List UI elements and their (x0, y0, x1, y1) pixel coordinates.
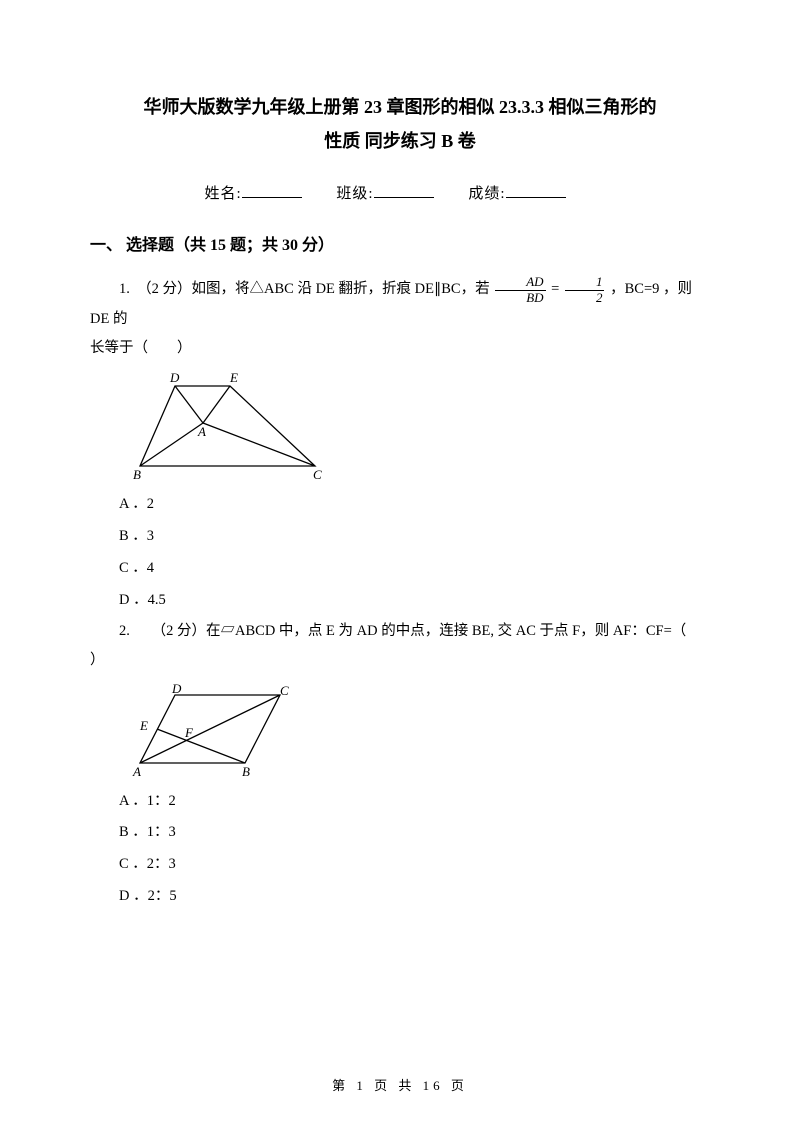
q2-label-B: B (242, 764, 250, 778)
blank-score[interactable] (506, 183, 566, 198)
q2-label-C: C (280, 683, 289, 698)
footer-pre: 第 (332, 1078, 356, 1093)
label-score: 成绩: (468, 186, 505, 202)
q1-label-A: A (197, 424, 206, 439)
q2-figure: D C E F A B (130, 683, 295, 778)
page-footer: 第 1 页 共 16 页 (0, 1075, 800, 1094)
q1-figure: D E A B C (130, 371, 335, 481)
q1-line2: 长等于（ ） (90, 334, 710, 363)
q1-frac-right: 1 2 (565, 275, 605, 305)
q2-opt-D[interactable]: D ．2：5 (90, 881, 710, 913)
q1-line1: 1. （2 分）如图，将△ABC 沿 DE 翻折，折痕 DE∥BC，若 AD B… (90, 275, 710, 334)
q2-opt-B[interactable]: B ．1：3 (90, 817, 710, 849)
q2-opt-C[interactable]: C ．2：3 (90, 849, 710, 881)
q1-frac-l-den: BD (495, 291, 545, 305)
q1-opt-D[interactable]: D ．4.5 (90, 585, 710, 617)
q1-frac-l-num: AD (495, 275, 545, 290)
q1-opt-A[interactable]: A ．2 (90, 489, 710, 521)
section-1-header: 一、 选择题（共 15 题；共 30 分） (90, 231, 710, 255)
q2-label-F: F (184, 725, 194, 740)
q1-frac-r-den: 2 (565, 291, 605, 305)
q1-label-E: E (229, 371, 238, 385)
label-name: 姓名: (204, 186, 241, 202)
q1-label-C: C (313, 467, 322, 481)
q1-frac-r-num: 1 (565, 275, 605, 290)
q1-eq: = (551, 282, 563, 298)
title-line-1: 华师大版数学九年级上册第 23 章图形的相似 23.3.3 相似三角形的 (90, 90, 710, 124)
q1-opt-B[interactable]: B ．3 (90, 521, 710, 553)
label-class: 班级: (336, 186, 373, 202)
blank-name[interactable] (242, 183, 302, 198)
footer-cur: 1 (356, 1078, 367, 1093)
footer-total: 16 (423, 1078, 444, 1093)
q2-label-D: D (171, 683, 182, 696)
q1-opt-C[interactable]: C ．4 (90, 553, 710, 585)
q2-line1: 2. （2 分）在▱ABCD 中，点 E 为 AD 的中点，连接 BE, 交 A… (90, 617, 710, 646)
student-info-row: 姓名: 班级: 成绩: (90, 182, 710, 203)
q1-label-D: D (169, 371, 180, 385)
q1-frac-left: AD BD (495, 275, 545, 305)
q2-label-A: A (132, 764, 141, 778)
title-line-2: 性质 同步练习 B 卷 (90, 124, 710, 158)
q1-label-B: B (133, 467, 141, 481)
blank-class[interactable] (374, 183, 434, 198)
q2-label-E: E (139, 718, 148, 733)
footer-post: 页 (444, 1078, 468, 1093)
q2-line2: ） (90, 646, 710, 675)
footer-mid: 页 共 (367, 1078, 423, 1093)
q2-opt-A[interactable]: A ．1：2 (90, 786, 710, 818)
q1-pre: 1. （2 分）如图，将△ABC 沿 DE 翻折，折痕 DE∥BC，若 (119, 282, 493, 298)
